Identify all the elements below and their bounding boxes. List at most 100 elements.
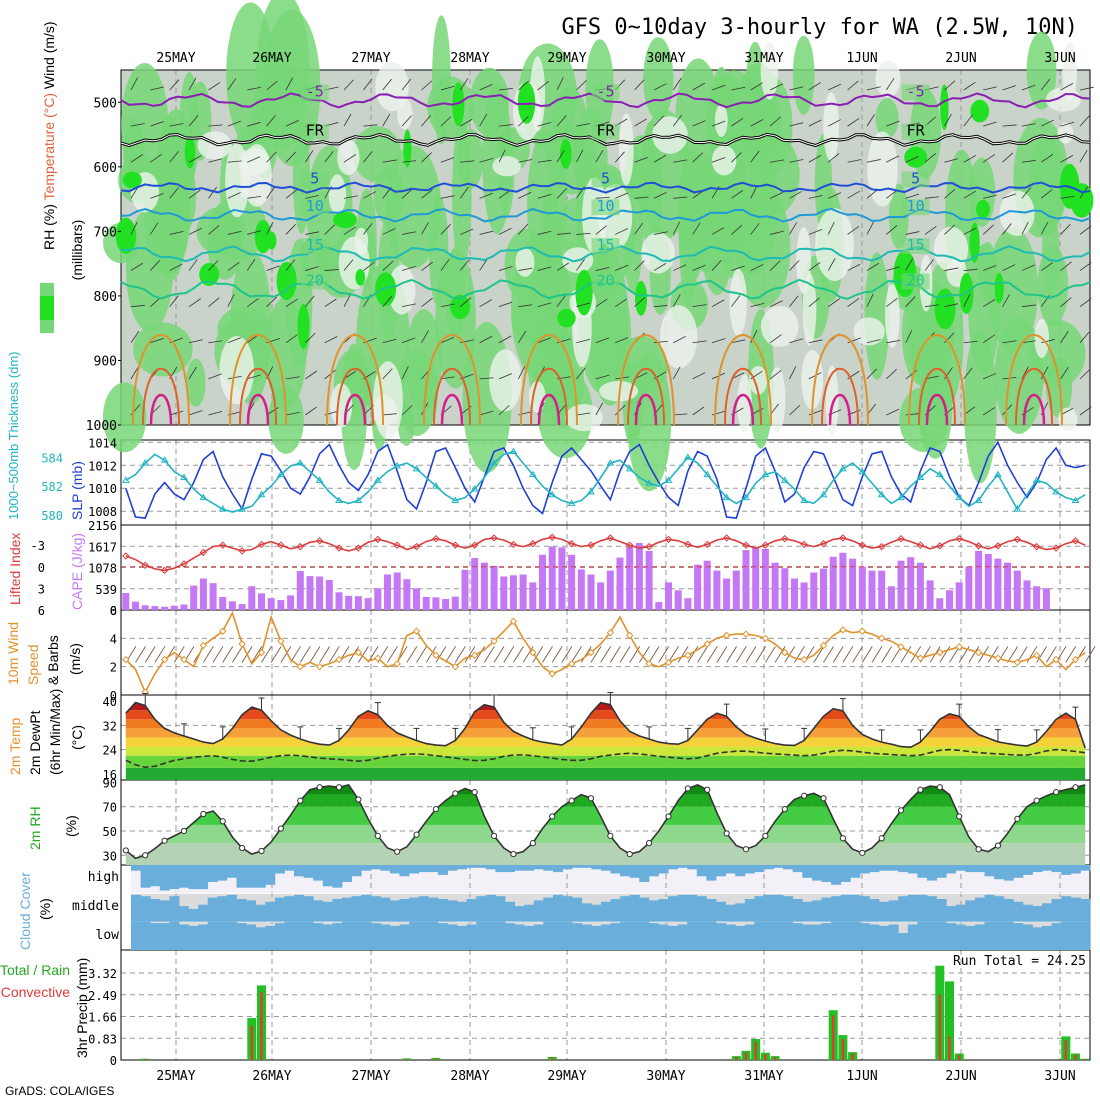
upper-wind-barb: [169, 79, 180, 91]
cloud-cell: [648, 900, 659, 922]
temp-band: [125, 746, 1086, 756]
cloud-cell: [131, 894, 141, 922]
cloud-cell: [898, 896, 909, 922]
cloud-cell: [178, 924, 189, 950]
upper-wind-barb: [130, 366, 139, 380]
cape-bar: [296, 571, 304, 610]
cloud-cell: [955, 904, 966, 922]
cloud-cell: [1080, 899, 1091, 922]
upper-wind-barb: [653, 340, 668, 344]
cloud-cell: [1032, 865, 1043, 873]
temp-tick-label: 24: [103, 744, 117, 758]
upper-wind-barb: [615, 264, 629, 271]
rh-bright-area: [333, 211, 357, 228]
cloud-cell: [783, 896, 794, 922]
upper-wind-barb: [227, 120, 242, 127]
upper-wind-barb: [789, 295, 799, 307]
upper-wind-barb: [227, 375, 242, 380]
rh-point: [1072, 784, 1079, 791]
cape-bar: [936, 598, 944, 610]
upper-wind-barb: [827, 221, 835, 235]
cape-bar: [432, 597, 440, 610]
upper-wind-barb: [1060, 330, 1069, 343]
cloud-cell: [169, 921, 180, 950]
upper-wind-barb: [634, 79, 645, 91]
upper-wind-barb: [498, 124, 513, 127]
cloud-cell: [696, 896, 707, 922]
rh-point: [956, 813, 963, 820]
wind-point: [374, 654, 382, 662]
upper-wind-barb: [653, 154, 667, 163]
upper-wind-barb: [1021, 304, 1036, 308]
upper-wind-barb: [343, 79, 354, 91]
wind-barb: [1007, 646, 1019, 663]
upper-wind-barb: [343, 294, 351, 307]
cloud-cell: [553, 894, 563, 922]
temp-35-contour: [634, 393, 658, 426]
upper-wind-barb: [1079, 406, 1092, 416]
cloud-yunit: (%): [37, 898, 53, 920]
temp-30-contour: [142, 367, 180, 426]
precip-conv-legend: Convective: [1, 984, 70, 1000]
upper-wind-barb: [188, 410, 203, 416]
upper-wind-barb: [266, 115, 276, 127]
wind-barb: [900, 646, 912, 663]
cloud-cell: [572, 897, 583, 922]
cloud-cell: [485, 865, 496, 870]
cape-bar: [820, 568, 827, 610]
slp-line: [125, 440, 1086, 519]
x-tick-label-top: 31MAY: [744, 51, 783, 66]
upper-wind-barb: [1060, 195, 1075, 199]
thickness-tick-label: 584: [41, 451, 63, 465]
wind-barb: [358, 646, 369, 663]
wind-barb: [406, 646, 418, 663]
thickness-point: [664, 476, 673, 483]
lifted-point: [567, 540, 576, 548]
upper-wind-barb: [866, 114, 875, 127]
lifted-point: [529, 540, 537, 548]
upper-wind-barb: [692, 82, 706, 91]
rh-tick-label: 70: [103, 801, 117, 815]
cloud-cell: [581, 903, 592, 922]
cloud-cell: [763, 921, 774, 950]
rh-dry-area: [867, 131, 898, 207]
slp-tick-label: 1008: [88, 505, 117, 519]
wind-point: [470, 651, 479, 660]
upper-wind-barb: [827, 298, 840, 307]
rh-green-area: [643, 37, 674, 121]
wind-point: [606, 628, 615, 637]
upper-wind-barb: [363, 223, 373, 235]
cloud-cell: [648, 865, 659, 877]
wind-tick-label: 4: [110, 632, 117, 646]
rh-point: [452, 790, 459, 797]
precip-conv-bar: [1084, 1059, 1087, 1060]
lifted-point: [916, 541, 925, 549]
rh-green-area: [125, 208, 174, 332]
upper-wind-barb: [188, 258, 198, 271]
upper-wind-barb: [672, 78, 682, 91]
lifted-point: [1071, 537, 1080, 545]
contour-label: -5: [306, 82, 324, 100]
upper-wind-barb: [305, 332, 316, 344]
cape-bar: [1013, 570, 1021, 610]
upper-wind-barb: [440, 224, 451, 235]
cape-bar: [800, 582, 808, 610]
contour-label-bg: [591, 199, 620, 216]
wind-barb: [251, 646, 263, 663]
rh-dry-area: [737, 374, 752, 433]
cloud-cell: [610, 899, 621, 922]
upper-wind-barb: [130, 77, 138, 91]
upper-wind-barb: [324, 369, 336, 380]
wind-barb: [832, 646, 844, 663]
lifted-point: [238, 547, 246, 555]
cape-bar: [122, 593, 130, 610]
slp-frame: [120, 439, 1091, 526]
upper-wind-barb: [130, 123, 145, 127]
wind-point: [412, 627, 421, 635]
wind-barb: [202, 646, 214, 663]
upper-wind-barb: [498, 301, 513, 308]
cape-bar: [984, 554, 992, 610]
wind-barb: [1065, 646, 1077, 663]
precip-tick-label: 1.66: [88, 1011, 117, 1025]
